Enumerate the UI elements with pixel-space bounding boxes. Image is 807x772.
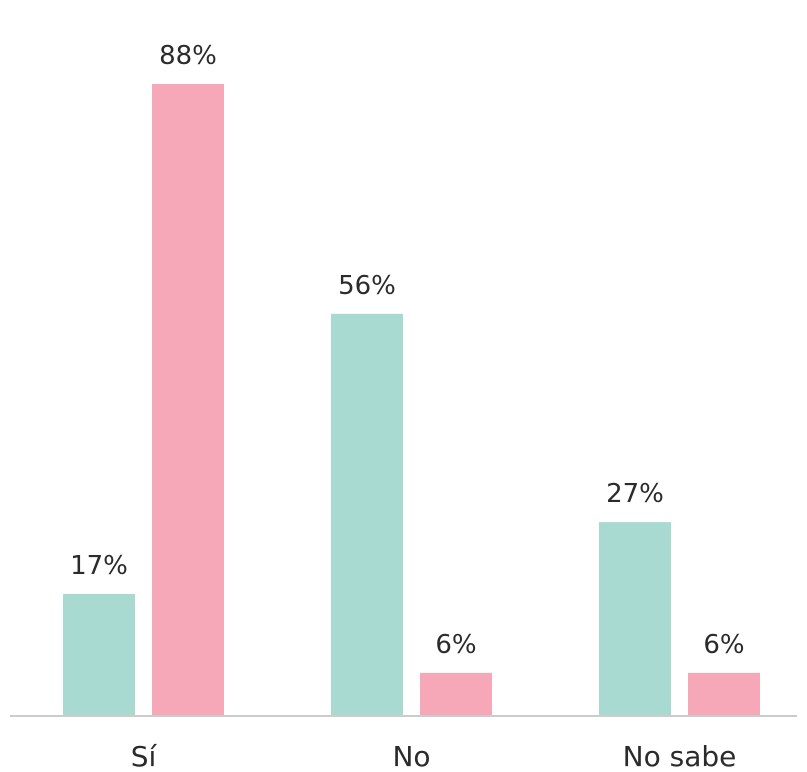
bars-group <box>63 84 760 716</box>
bar-no-sabe-series-2 <box>688 672 760 716</box>
value-label-no-sabe-series-2: 6% <box>703 630 744 660</box>
bar-no-series-1 <box>331 313 403 716</box>
category-label-no-sabe: No sabe <box>623 740 737 772</box>
value-labels-group: 17% 88% 56% 6% 27% 6% <box>70 41 745 660</box>
bar-si-series-2 <box>152 84 224 716</box>
category-label-si: Sí <box>131 740 158 772</box>
bar-si-series-1 <box>63 593 135 716</box>
category-labels-group: Sí No No sabe <box>131 740 737 772</box>
bar-no-sabe-series-1 <box>599 522 671 716</box>
value-label-no-series-2: 6% <box>435 630 476 660</box>
value-label-si-series-1: 17% <box>70 551 128 581</box>
value-label-no-sabe-series-1: 27% <box>606 479 664 509</box>
value-label-si-series-2: 88% <box>159 41 217 71</box>
bar-no-series-2 <box>420 672 492 716</box>
category-label-no: No <box>392 740 430 772</box>
value-label-no-series-1: 56% <box>338 271 396 301</box>
